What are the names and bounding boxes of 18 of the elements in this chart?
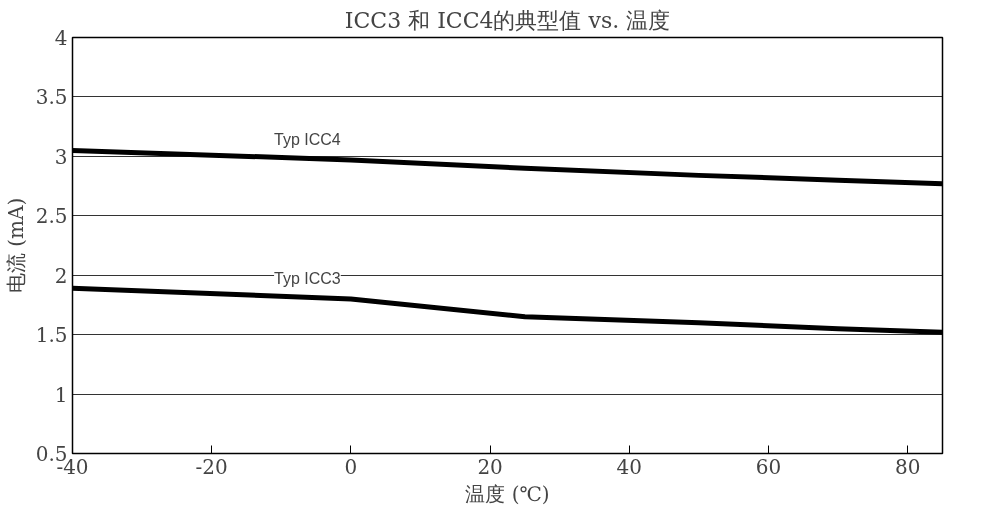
x-tick-label: -20 xyxy=(195,454,228,479)
series-label: Typ ICC3 xyxy=(274,270,341,288)
y-tick-label: 4 xyxy=(54,26,68,50)
x-axis-title: 温度 (℃) xyxy=(465,481,550,506)
x-tick-label: 60 xyxy=(755,454,782,479)
y-tick-label: 1.5 xyxy=(35,323,68,348)
y-tick-label: 3 xyxy=(54,144,68,169)
y-tick-label: 1 xyxy=(54,382,68,407)
y-axis-title: 电流 (mA) xyxy=(3,197,28,294)
y-tick-label: 2.5 xyxy=(35,204,68,229)
x-tick-label: 80 xyxy=(894,454,921,479)
chart-title: ICC3 和 ICC4的典型值 vs. 温度 xyxy=(344,7,671,33)
y-tick-label: 2 xyxy=(54,263,68,288)
x-tick-label: 20 xyxy=(477,454,503,479)
series-label: Typ ICC4 xyxy=(274,131,341,149)
x-tick-label: 0 xyxy=(344,454,358,479)
y-tick-label: 3.5 xyxy=(35,85,68,110)
x-tick-label: 40 xyxy=(616,454,643,479)
